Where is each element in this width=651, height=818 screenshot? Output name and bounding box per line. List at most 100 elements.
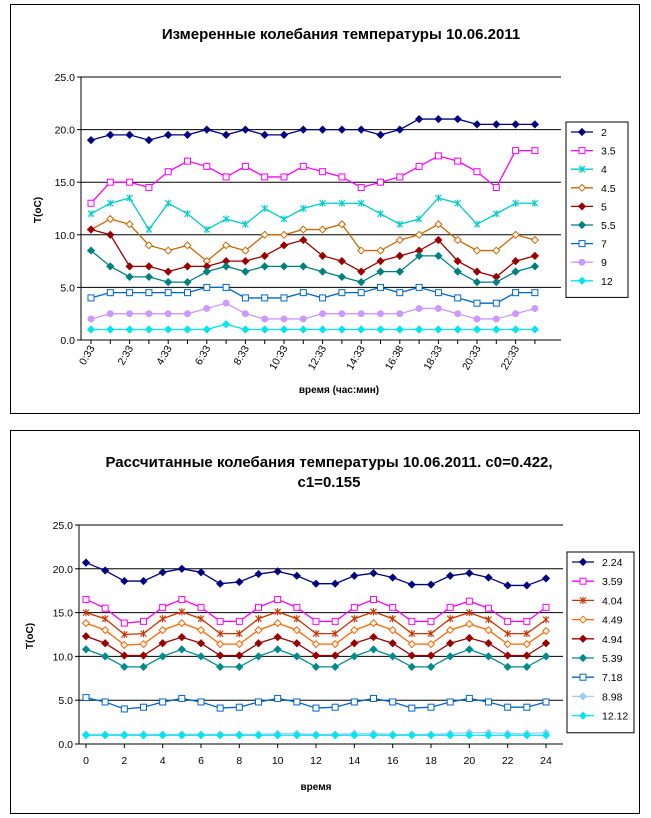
data-point [407,640,416,649]
data-point [280,294,288,302]
data-point [376,246,385,255]
data-point [164,310,172,318]
data-point [473,315,481,323]
data-point [273,567,282,576]
data-point [312,704,320,712]
data-point [216,630,224,638]
data-point [183,241,192,250]
x-tick-label: 16 [387,755,399,767]
data-point [541,626,551,636]
legend-label: 4.94 [602,634,623,646]
x-tick-label: 10:33 [267,343,291,372]
data-point [261,204,269,213]
data-point [473,220,481,228]
data-point [203,283,211,291]
data-point [511,120,520,129]
data-point [164,278,173,287]
data-point [453,267,462,276]
data-point [106,214,115,224]
data-point [541,574,551,583]
data-point [221,241,231,250]
data-point [388,573,397,582]
data-point [145,183,153,191]
data-point [414,114,424,124]
data-point [473,168,481,176]
data-point [177,564,186,573]
y-tick-label: 20.0 [53,564,74,576]
data-point [395,125,404,134]
data-point [522,651,531,660]
data-point [255,615,262,623]
legend-label: 3.5 [601,146,616,158]
data-point [311,640,321,649]
data-point [216,640,225,649]
data-point [254,626,263,635]
data-point [511,267,520,276]
legend-marker [577,202,587,211]
data-point [350,698,358,706]
data-point [484,731,493,740]
series-line-4 [90,197,535,231]
data-point [369,619,378,628]
data-point [221,130,231,139]
data-point [273,633,282,642]
x-axis-label: время [301,782,332,793]
data-point [388,639,397,648]
data-point [183,130,192,139]
data-point [279,230,289,239]
data-point [318,251,327,260]
data-point [454,310,462,318]
legend-marker [577,220,587,230]
data-point [357,125,366,134]
data-point [492,325,501,334]
data-point [202,325,211,334]
data-point [415,162,423,170]
y-tick-label: 10.0 [55,230,76,242]
data-point [512,289,520,297]
data-point [434,220,443,229]
series-4 [87,194,539,234]
data-point [531,289,539,297]
data-point [101,626,110,635]
x-tick-label: 18:33 [421,343,445,372]
data-point [139,576,148,586]
data-point [434,251,443,260]
data-point [453,325,462,334]
legend-marker [577,127,587,137]
data-point [446,571,455,580]
x-tick-label: 0:33 [77,343,98,367]
data-point [357,183,365,191]
data-point [299,162,307,170]
data-point [184,289,191,297]
x-tick-label: 12 [310,755,322,767]
data-point [299,235,308,245]
y-tick-label: 20.0 [55,125,76,137]
data-point [434,289,442,297]
x-tick-label: 8 [236,755,242,767]
data-point [311,731,321,740]
legend-label: 2 [601,127,607,139]
data-point [241,310,249,318]
data-point [492,183,500,191]
data-point [377,283,384,291]
data-point [484,626,493,635]
data-point [350,731,359,740]
data-point [395,251,404,260]
data-point [241,325,250,334]
series-line-7 [90,286,535,304]
data-point [414,325,424,334]
data-point [530,262,540,271]
data-point [338,173,346,181]
data-point [101,652,110,661]
data-point [446,639,455,648]
data-point [311,579,321,588]
data-point [120,662,129,672]
data-point [178,608,186,616]
calculated-chart: Рассчитанные колебания температуры 10.06… [25,454,635,793]
data-point [530,235,540,245]
data-point [389,698,397,706]
data-point [338,310,346,318]
legend-marker [578,258,586,266]
legend-label: 4.49 [602,615,623,627]
data-point [280,215,288,223]
